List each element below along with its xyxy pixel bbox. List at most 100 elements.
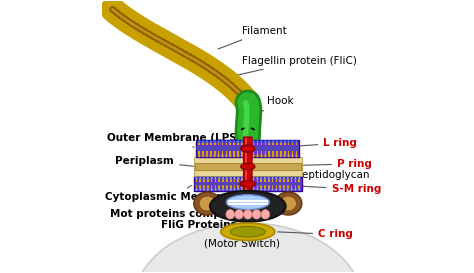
- Bar: [241, 177, 243, 182]
- Ellipse shape: [229, 177, 232, 179]
- Bar: [214, 141, 216, 145]
- Bar: [279, 177, 281, 182]
- Ellipse shape: [235, 210, 243, 219]
- Ellipse shape: [214, 140, 216, 143]
- Text: Cytoplasmic Membrane: Cytoplasmic Membrane: [105, 185, 243, 202]
- Bar: [230, 185, 231, 189]
- Bar: [196, 177, 197, 182]
- Bar: [194, 182, 302, 186]
- Bar: [298, 185, 300, 189]
- Bar: [268, 141, 270, 145]
- Text: Filament: Filament: [218, 26, 287, 49]
- Ellipse shape: [195, 177, 198, 179]
- Bar: [275, 177, 277, 182]
- Text: FliG Proteins: FliG Proteins: [161, 215, 237, 230]
- Ellipse shape: [288, 155, 290, 157]
- Bar: [253, 185, 255, 189]
- Bar: [229, 151, 231, 155]
- Ellipse shape: [268, 188, 270, 191]
- Ellipse shape: [241, 164, 255, 170]
- Bar: [264, 177, 266, 182]
- Bar: [218, 141, 219, 145]
- Ellipse shape: [221, 155, 224, 157]
- Bar: [257, 151, 258, 155]
- Bar: [237, 141, 239, 145]
- Bar: [294, 185, 296, 189]
- Bar: [214, 151, 216, 155]
- Ellipse shape: [294, 177, 296, 179]
- Ellipse shape: [275, 177, 277, 179]
- Bar: [276, 141, 278, 145]
- Ellipse shape: [218, 188, 220, 191]
- Ellipse shape: [268, 155, 270, 157]
- Ellipse shape: [210, 155, 212, 157]
- Ellipse shape: [256, 155, 259, 157]
- Bar: [294, 177, 296, 182]
- Bar: [264, 141, 266, 145]
- Bar: [296, 141, 297, 145]
- Ellipse shape: [272, 155, 274, 157]
- Bar: [211, 185, 212, 189]
- Bar: [196, 140, 299, 158]
- Bar: [253, 141, 255, 145]
- Ellipse shape: [260, 188, 262, 191]
- Ellipse shape: [226, 210, 235, 219]
- Ellipse shape: [260, 155, 263, 157]
- Bar: [198, 151, 200, 155]
- Ellipse shape: [261, 210, 270, 219]
- Ellipse shape: [221, 140, 224, 143]
- Ellipse shape: [272, 177, 273, 179]
- Ellipse shape: [225, 155, 228, 157]
- Ellipse shape: [233, 155, 235, 157]
- Ellipse shape: [133, 223, 363, 273]
- Bar: [268, 185, 270, 189]
- Text: (Motor Switch): (Motor Switch): [204, 239, 281, 248]
- Bar: [292, 141, 293, 145]
- Bar: [211, 177, 212, 182]
- Bar: [226, 141, 227, 145]
- Ellipse shape: [226, 177, 228, 179]
- Ellipse shape: [218, 155, 220, 157]
- Text: L ring: L ring: [257, 138, 357, 149]
- Bar: [296, 151, 297, 155]
- Bar: [283, 177, 285, 182]
- Bar: [260, 185, 262, 189]
- Ellipse shape: [283, 188, 285, 191]
- Ellipse shape: [291, 177, 292, 179]
- Bar: [288, 141, 290, 145]
- Ellipse shape: [298, 177, 300, 179]
- Ellipse shape: [214, 155, 216, 157]
- Ellipse shape: [221, 223, 275, 241]
- Bar: [222, 177, 224, 182]
- Text: S-M ring: S-M ring: [258, 184, 381, 194]
- Ellipse shape: [229, 140, 231, 143]
- Bar: [287, 177, 289, 182]
- Ellipse shape: [237, 155, 239, 157]
- Bar: [206, 151, 208, 155]
- Bar: [280, 151, 282, 155]
- Ellipse shape: [237, 140, 239, 143]
- Bar: [210, 141, 212, 145]
- Ellipse shape: [198, 140, 200, 143]
- Ellipse shape: [244, 210, 252, 219]
- Ellipse shape: [241, 145, 255, 152]
- Ellipse shape: [288, 140, 290, 143]
- Bar: [234, 177, 235, 182]
- Bar: [198, 141, 200, 145]
- Bar: [226, 177, 228, 182]
- Ellipse shape: [295, 155, 298, 157]
- Ellipse shape: [256, 177, 258, 179]
- Bar: [245, 138, 247, 224]
- Ellipse shape: [298, 188, 300, 191]
- Ellipse shape: [268, 177, 270, 179]
- Ellipse shape: [203, 188, 205, 191]
- Bar: [203, 185, 205, 189]
- Ellipse shape: [225, 140, 228, 143]
- Ellipse shape: [207, 188, 209, 191]
- Ellipse shape: [237, 177, 239, 179]
- Ellipse shape: [198, 155, 200, 157]
- Bar: [257, 141, 258, 145]
- Ellipse shape: [272, 188, 273, 191]
- Ellipse shape: [241, 140, 243, 143]
- Bar: [261, 151, 262, 155]
